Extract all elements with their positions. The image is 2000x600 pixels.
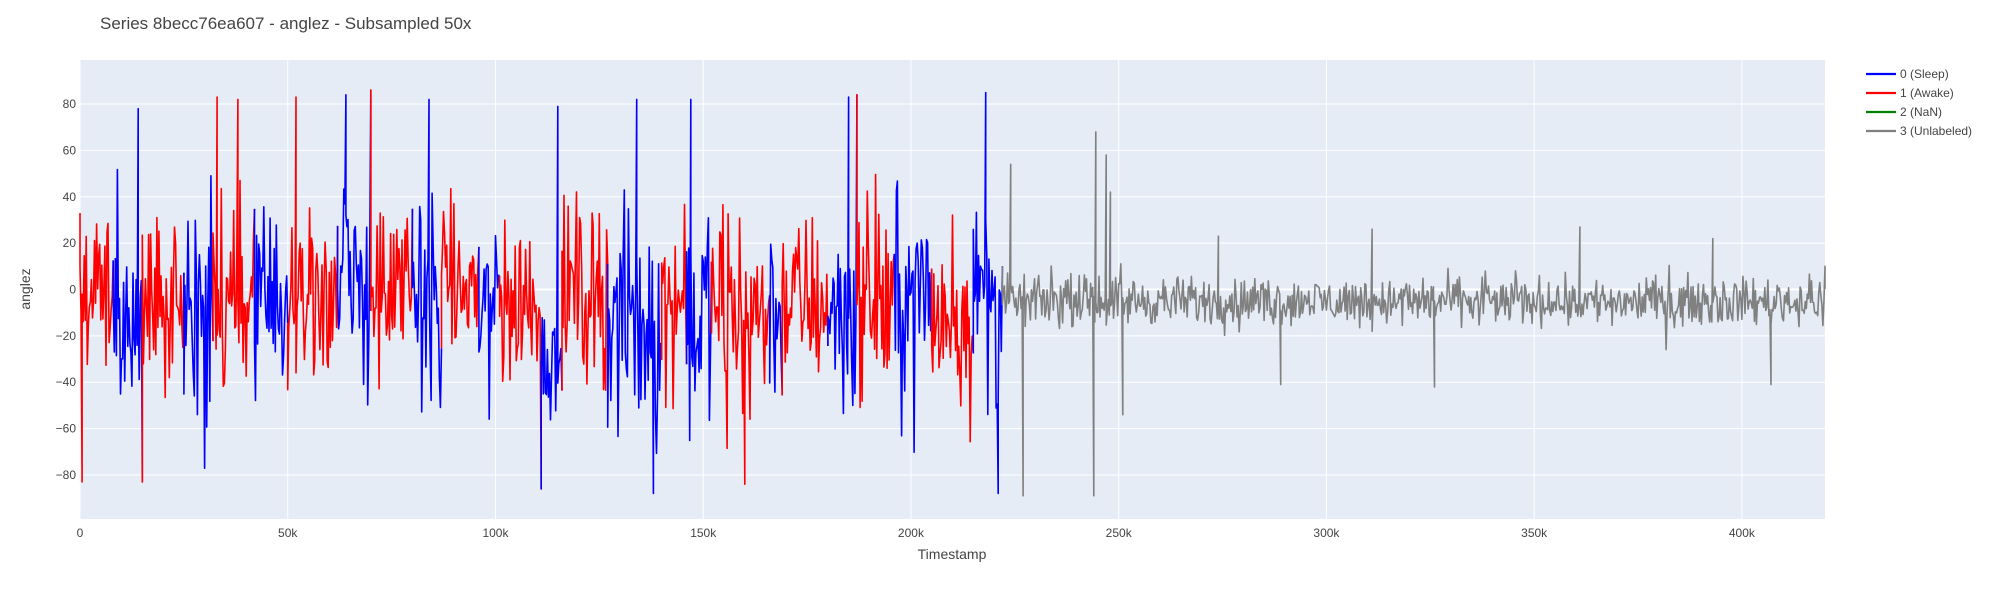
y-tick-label: −40 — [56, 375, 77, 389]
series-line-3 — [1001, 131, 1826, 497]
y-tick-label: 80 — [63, 97, 77, 111]
series-line-0 — [893, 180, 933, 453]
y-tick-label: 40 — [63, 190, 77, 204]
chart-title: Series 8becc76ea607 - anglez - Subsample… — [100, 14, 472, 33]
series-line-1 — [781, 216, 829, 396]
y-tick-label: −80 — [56, 468, 77, 482]
series-line-0 — [768, 243, 783, 396]
legend-item[interactable]: 2 (NaN) — [1866, 105, 1942, 119]
legend-label: 0 (Sleep) — [1900, 67, 1949, 81]
legend-label: 1 (Awake) — [1900, 86, 1954, 100]
series-line-0 — [972, 91, 1004, 495]
series-line-1 — [370, 89, 414, 390]
x-tick-label: 0 — [77, 526, 84, 540]
x-tick-label: 350k — [1521, 526, 1548, 540]
series-line-1 — [561, 191, 609, 391]
x-tick-labels: 0 50k 100k 150k 200k 250k 300k 350k 400k — [77, 526, 1756, 540]
y-axis-title: anglez — [17, 268, 33, 309]
x-tick-label: 300k — [1313, 526, 1340, 540]
series-line-0 — [685, 98, 713, 442]
series-line-1 — [141, 216, 185, 483]
series-line-0 — [336, 89, 372, 406]
series-line-1 — [440, 187, 480, 349]
series-line-1 — [498, 219, 542, 490]
series-line-0 — [478, 234, 500, 420]
y-tick-label: −60 — [56, 422, 77, 436]
legend[interactable]: 0 (Sleep) 1 (Awake) 2 (NaN) 3 (Unlabeled) — [1866, 67, 1972, 138]
x-tick-label: 50k — [278, 526, 298, 540]
y-tick-label: 0 — [69, 283, 76, 297]
y-tick-label: 60 — [63, 143, 77, 157]
x-tick-label: 400k — [1729, 526, 1756, 540]
x-tick-label: 150k — [690, 526, 717, 540]
series-line-0 — [540, 105, 563, 490]
series-line-1 — [79, 213, 114, 483]
y-tick-labels: −80 −60 −40 −20 0 20 40 60 80 — [56, 97, 77, 482]
legend-item[interactable]: 1 (Awake) — [1866, 86, 1954, 100]
series-line-1 — [660, 203, 688, 410]
series-line-0 — [112, 107, 144, 483]
series-line-1 — [856, 94, 896, 409]
legend-label: 2 (NaN) — [1900, 105, 1942, 119]
series-line-1 — [930, 214, 975, 443]
series-line-1 — [710, 203, 771, 485]
data-lines — [79, 89, 1826, 497]
series-line-1 — [212, 96, 256, 388]
series-line-0 — [253, 206, 289, 402]
series-line-0 — [411, 98, 443, 413]
y-tick-label: −20 — [56, 329, 77, 343]
legend-label: 3 (Unlabeled) — [1900, 124, 1972, 138]
x-tick-label: 100k — [482, 526, 509, 540]
y-tick-label: 20 — [63, 236, 77, 250]
x-tick-label: 250k — [1106, 526, 1133, 540]
x-axis-title: Timestamp — [918, 546, 987, 562]
series-line-0 — [606, 98, 663, 495]
legend-item[interactable]: 3 (Unlabeled) — [1866, 124, 1972, 138]
x-tick-label: 200k — [898, 526, 925, 540]
series-line-0 — [183, 175, 214, 469]
series-line-0 — [827, 94, 858, 415]
legend-item[interactable]: 0 (Sleep) — [1866, 67, 1949, 81]
series-line-1 — [286, 96, 339, 391]
